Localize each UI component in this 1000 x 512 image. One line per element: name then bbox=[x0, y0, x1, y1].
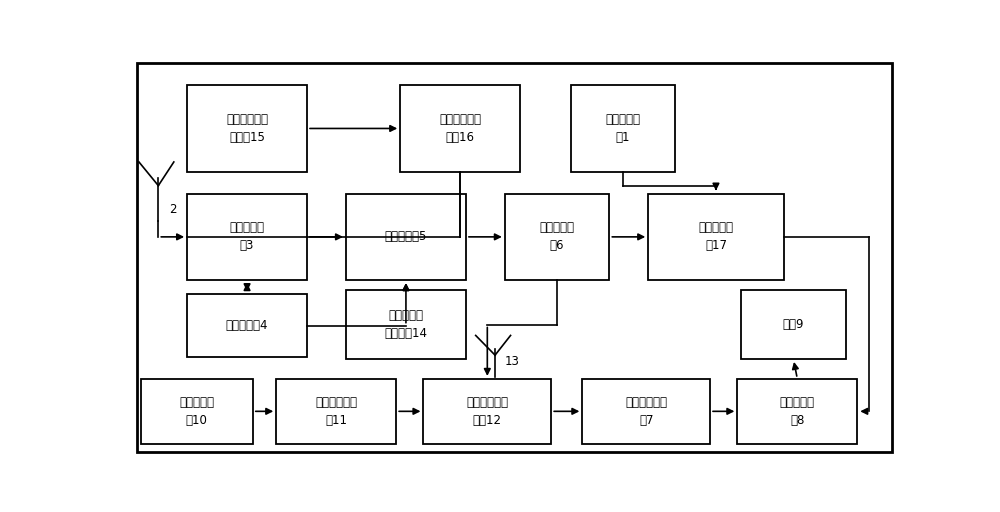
Text: 直流电源模
块1: 直流电源模 块1 bbox=[605, 113, 640, 144]
Text: 2: 2 bbox=[169, 203, 177, 216]
Text: 喇叭9: 喇叭9 bbox=[783, 318, 804, 331]
Text: 乘积相位鉴频
电路16: 乘积相位鉴频 电路16 bbox=[439, 113, 481, 144]
Bar bbox=[400, 85, 520, 172]
Bar bbox=[140, 379, 253, 444]
Text: 大信号检波电
路7: 大信号检波电 路7 bbox=[625, 396, 667, 427]
Text: 音频功放电
路8: 音频功放电 路8 bbox=[780, 396, 815, 427]
Text: 混频器电路5: 混频器电路5 bbox=[385, 230, 427, 243]
Bar bbox=[187, 194, 307, 280]
Text: 中频放大电
路6: 中频放大电 路6 bbox=[540, 221, 575, 252]
Bar bbox=[505, 194, 609, 280]
Text: 高频调谐电
路3: 高频调谐电 路3 bbox=[230, 221, 265, 252]
Bar bbox=[582, 379, 710, 444]
Text: 比例鉴频电
路17: 比例鉴频电 路17 bbox=[698, 221, 733, 252]
Bar bbox=[741, 290, 846, 359]
Bar bbox=[423, 379, 551, 444]
Bar bbox=[648, 194, 784, 280]
Text: 推动级放大电
路11: 推动级放大电 路11 bbox=[315, 396, 357, 427]
Bar bbox=[737, 379, 857, 444]
Text: 本机振荡电
路10: 本机振荡电 路10 bbox=[179, 396, 214, 427]
Text: 振荡器电路4: 振荡器电路4 bbox=[226, 319, 268, 332]
Text: 13: 13 bbox=[505, 355, 520, 368]
Bar bbox=[187, 85, 307, 172]
Bar bbox=[571, 85, 675, 172]
Bar bbox=[346, 290, 466, 359]
Bar bbox=[187, 294, 307, 357]
Bar bbox=[346, 194, 466, 280]
Text: 乘法器调制
解调电路14: 乘法器调制 解调电路14 bbox=[384, 309, 427, 340]
Text: 变容二极管调
频电路15: 变容二极管调 频电路15 bbox=[226, 113, 268, 144]
Text: 末级功率放大
电路12: 末级功率放大 电路12 bbox=[466, 396, 508, 427]
Bar bbox=[276, 379, 396, 444]
